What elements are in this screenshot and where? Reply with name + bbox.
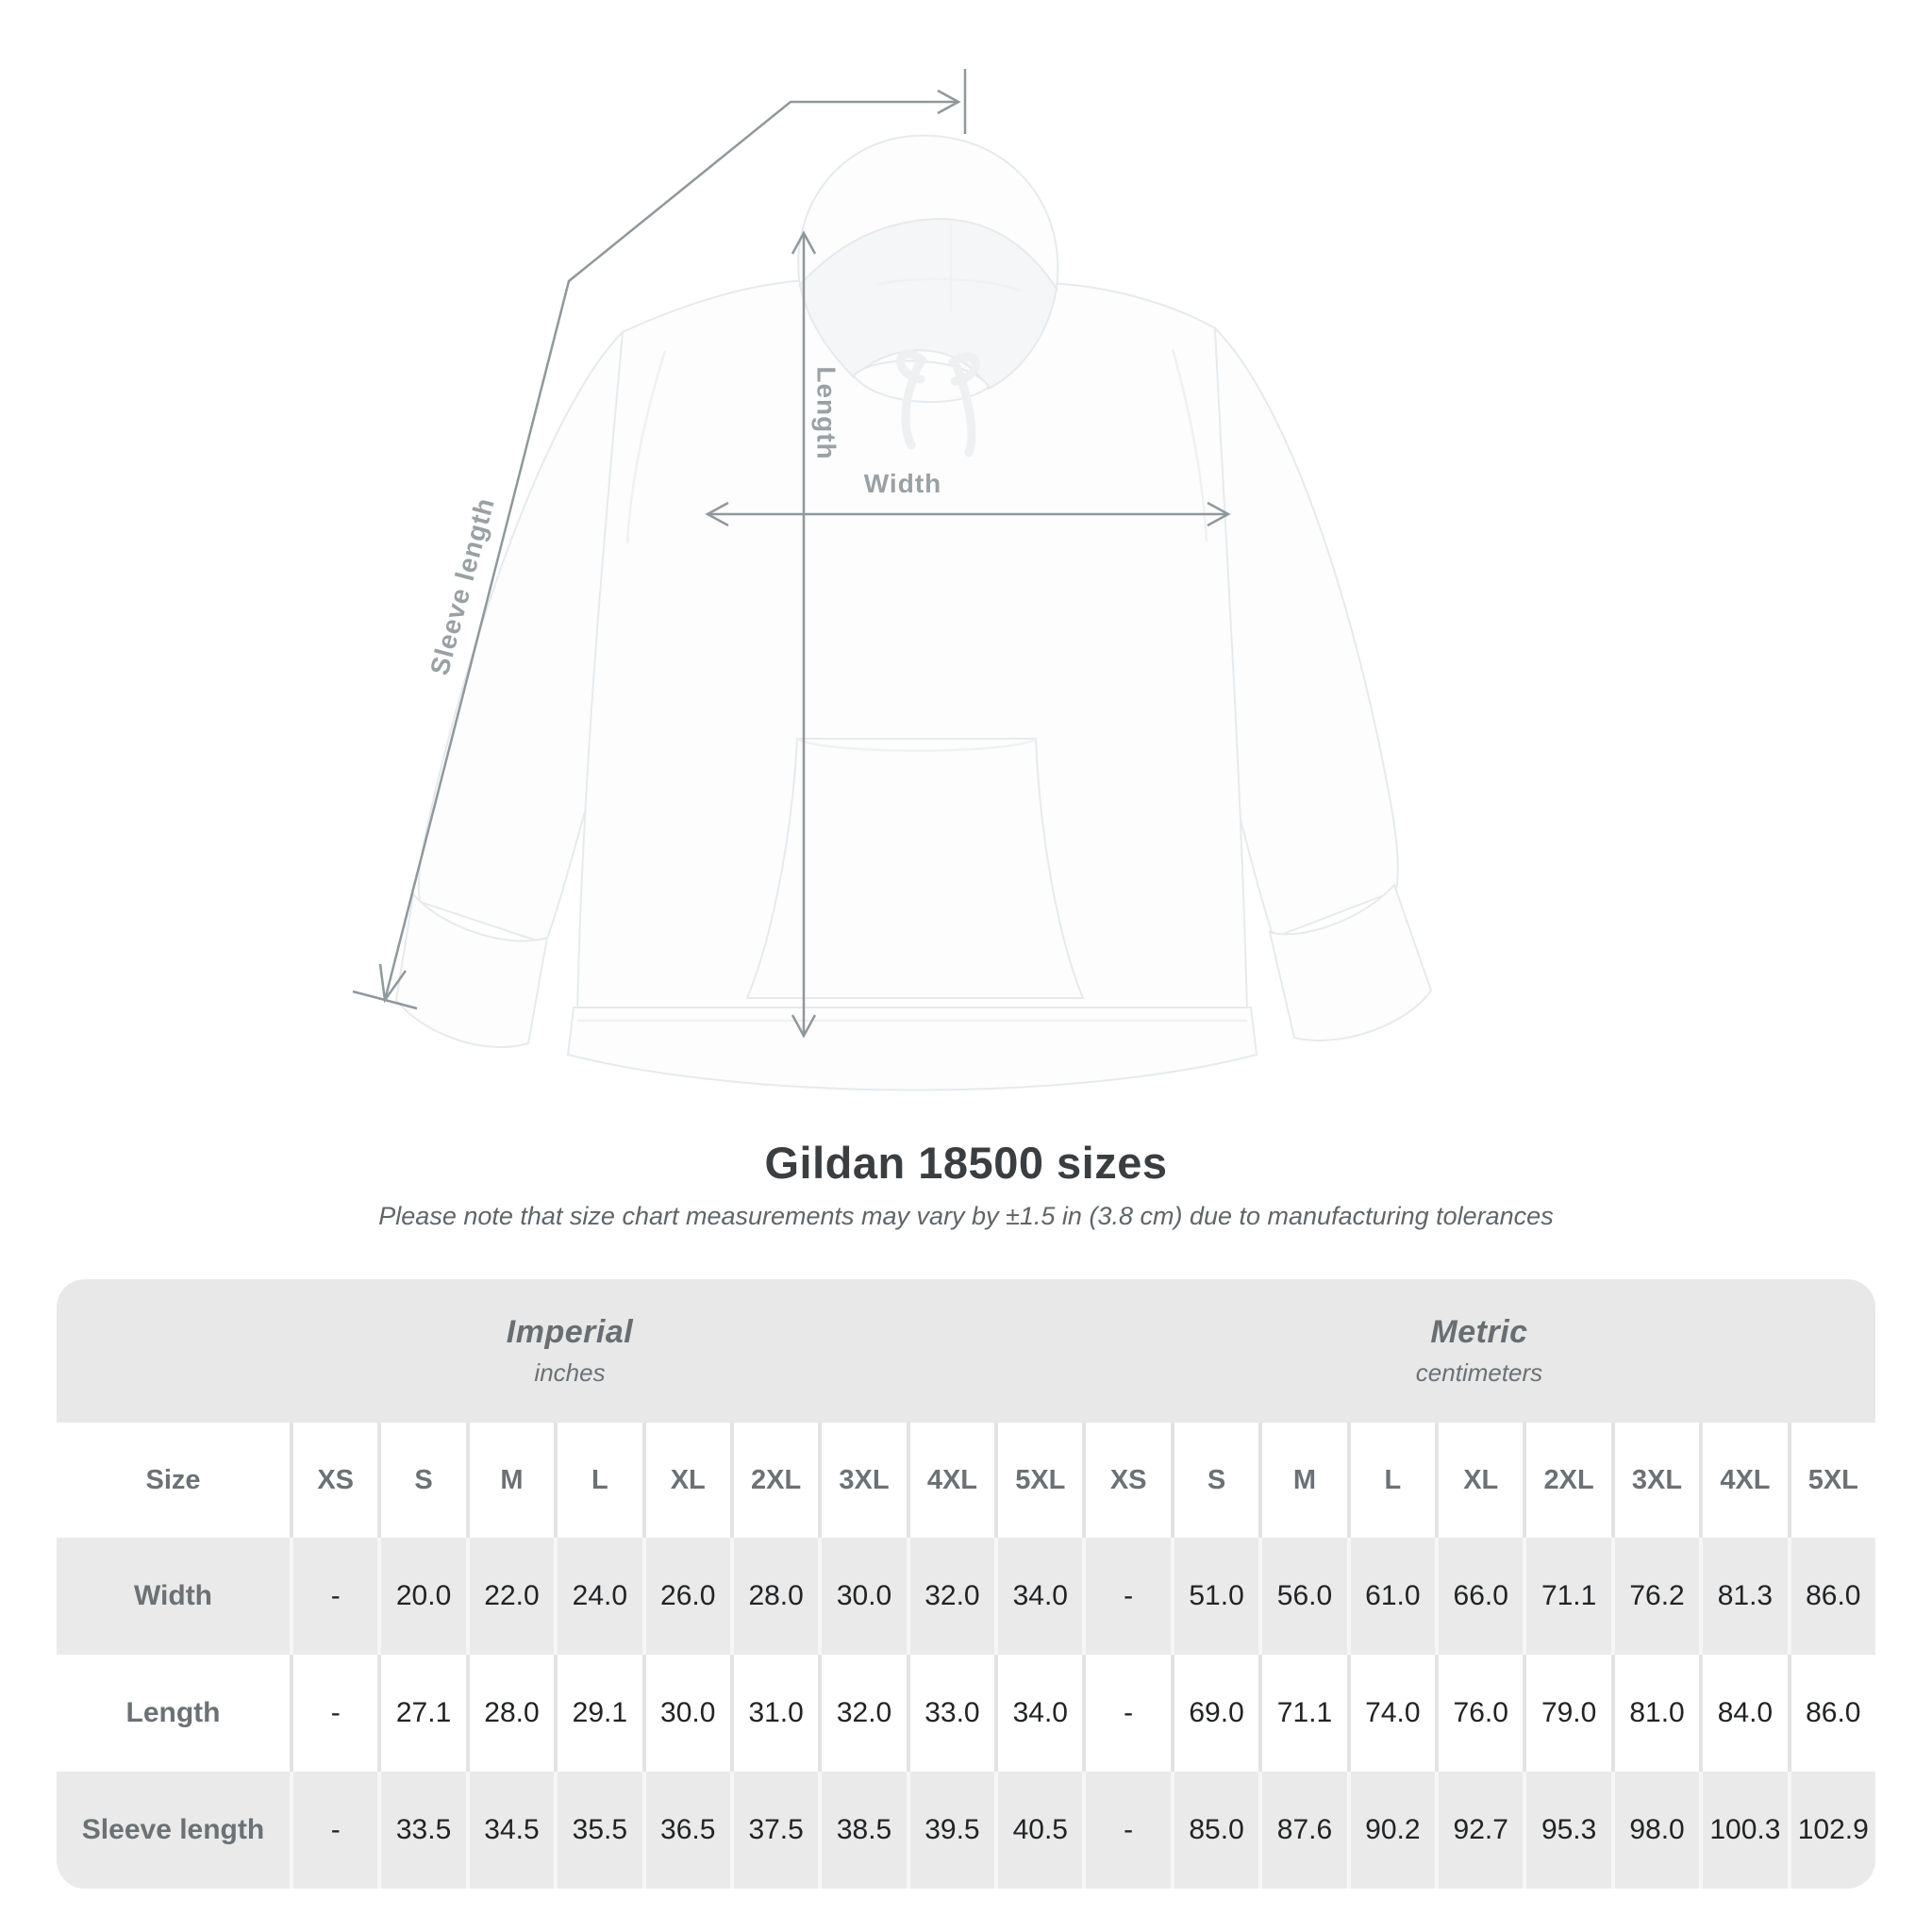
value-cell: 30.0 <box>818 1538 906 1655</box>
size-header-cell: L <box>554 1423 641 1538</box>
value-cell: - <box>1082 1655 1170 1772</box>
value-cell: 20.0 <box>377 1538 465 1655</box>
value-cell: 35.5 <box>554 1772 641 1889</box>
imperial-name: Imperial <box>506 1314 634 1350</box>
value-cell: 71.1 <box>1523 1538 1610 1655</box>
size-header-cell: S <box>1170 1423 1258 1538</box>
sleeve-length-arrow <box>352 69 967 1010</box>
value-cell: 66.0 <box>1435 1538 1523 1655</box>
value-cell: 98.0 <box>1610 1772 1699 1889</box>
table-row-sleeve-length: Sleeve length - 33.5 34.5 35.5 36.5 37.5… <box>57 1772 1875 1889</box>
value-cell: 100.3 <box>1699 1772 1787 1889</box>
metric-unit: centimeters <box>1415 1358 1543 1387</box>
value-cell: 56.0 <box>1258 1538 1346 1655</box>
size-header-cell: 3XL <box>818 1423 906 1538</box>
value-cell: 95.3 <box>1523 1772 1610 1889</box>
value-cell: 33.5 <box>377 1772 465 1889</box>
value-cell: 27.1 <box>377 1655 465 1772</box>
size-header-cell: XL <box>1435 1423 1523 1538</box>
size-header-cell: M <box>1258 1423 1346 1538</box>
hoodie-diagram: Length Width Sleeve length <box>352 69 1433 1091</box>
value-cell: 28.0 <box>465 1655 554 1772</box>
size-header-cell: 4XL <box>1699 1423 1787 1538</box>
row-label: Length <box>125 1697 221 1728</box>
value-cell: 28.0 <box>729 1538 818 1655</box>
length-arrow <box>791 230 817 1039</box>
table-row-width: Width - 20.0 22.0 24.0 26.0 28.0 30.0 32… <box>57 1538 1875 1655</box>
value-cell: 34.5 <box>465 1772 554 1889</box>
row-label: Sleeve length <box>81 1814 265 1845</box>
value-cell: 76.2 <box>1610 1538 1699 1655</box>
page-title: Gildan 18500 sizes <box>764 1138 1168 1188</box>
width-arrow <box>705 501 1231 527</box>
size-header-cell: XS <box>1082 1423 1170 1538</box>
value-cell: 51.0 <box>1170 1538 1258 1655</box>
page-subtitle: Please note that size chart measurements… <box>378 1202 1554 1230</box>
value-cell: 86.0 <box>1787 1655 1875 1772</box>
value-cell: - <box>290 1655 377 1772</box>
value-cell: 61.0 <box>1346 1538 1435 1655</box>
value-cell: 76.0 <box>1435 1655 1523 1772</box>
size-header-cell: 2XL <box>729 1423 818 1538</box>
value-cell: 102.9 <box>1787 1772 1875 1889</box>
value-cell: 39.5 <box>906 1772 994 1889</box>
metric-name: Metric <box>1430 1314 1528 1350</box>
value-cell: 29.1 <box>554 1655 641 1772</box>
value-cell: 32.0 <box>818 1655 906 1772</box>
size-header-cell: 3XL <box>1610 1423 1699 1538</box>
value-cell: 24.0 <box>554 1538 641 1655</box>
size-header-row: Size XS S M L XL 2XL 3XL 4XL 5XL XS S M … <box>57 1423 1875 1538</box>
value-cell: - <box>1082 1772 1170 1889</box>
value-cell: 26.0 <box>641 1538 730 1655</box>
value-cell: 36.5 <box>641 1772 730 1889</box>
value-cell: 81.0 <box>1610 1655 1699 1772</box>
value-cell: 79.0 <box>1523 1655 1610 1772</box>
value-cell: 87.6 <box>1258 1772 1346 1889</box>
value-cell: 22.0 <box>465 1538 554 1655</box>
value-cell: 34.0 <box>994 1655 1082 1772</box>
value-cell: 84.0 <box>1699 1655 1787 1772</box>
size-header-cell: XL <box>641 1423 730 1538</box>
size-header-cell: 2XL <box>1523 1423 1610 1538</box>
value-cell: 71.1 <box>1258 1655 1346 1772</box>
unit-header-band: Imperial inches Metric centimeters <box>57 1279 1875 1423</box>
value-cell: 74.0 <box>1346 1655 1435 1772</box>
value-cell: 32.0 <box>906 1538 994 1655</box>
size-header-cell: 5XL <box>994 1423 1082 1538</box>
width-label: Width <box>864 469 942 498</box>
imperial-header: Imperial inches <box>57 1279 1083 1423</box>
size-header-cell: L <box>1346 1423 1435 1538</box>
value-cell: 33.0 <box>906 1655 994 1772</box>
size-table: Imperial inches Metric centimeters Size … <box>57 1279 1875 1889</box>
value-cell: 90.2 <box>1346 1772 1435 1889</box>
value-cell: 37.5 <box>729 1772 818 1889</box>
size-col-header: Size <box>145 1464 201 1495</box>
value-cell: 92.7 <box>1435 1772 1523 1889</box>
metric-header: Metric centimeters <box>1083 1279 1875 1423</box>
value-cell: 81.3 <box>1699 1538 1787 1655</box>
value-cell: - <box>290 1538 377 1655</box>
value-cell: 38.5 <box>818 1772 906 1889</box>
hoodie-illustration <box>394 134 1433 1091</box>
value-cell: - <box>1082 1538 1170 1655</box>
imperial-unit: inches <box>534 1358 606 1387</box>
table-row-length: Length - 27.1 28.0 29.1 30.0 31.0 32.0 3… <box>57 1655 1875 1772</box>
value-cell: 34.0 <box>994 1538 1082 1655</box>
value-cell: 69.0 <box>1170 1655 1258 1772</box>
size-header-cell: M <box>465 1423 554 1538</box>
value-cell: 86.0 <box>1787 1538 1875 1655</box>
value-cell: 85.0 <box>1170 1772 1258 1889</box>
size-header-cell: XS <box>290 1423 377 1538</box>
value-cell: 40.5 <box>994 1772 1082 1889</box>
row-label: Width <box>133 1580 213 1611</box>
size-header-cell: 5XL <box>1787 1423 1875 1538</box>
length-label: Length <box>812 366 841 459</box>
value-cell: 30.0 <box>641 1655 730 1772</box>
value-cell: - <box>290 1772 377 1889</box>
value-cell: 31.0 <box>729 1655 818 1772</box>
size-header-cell: 4XL <box>906 1423 994 1538</box>
size-header-cell: S <box>377 1423 465 1538</box>
